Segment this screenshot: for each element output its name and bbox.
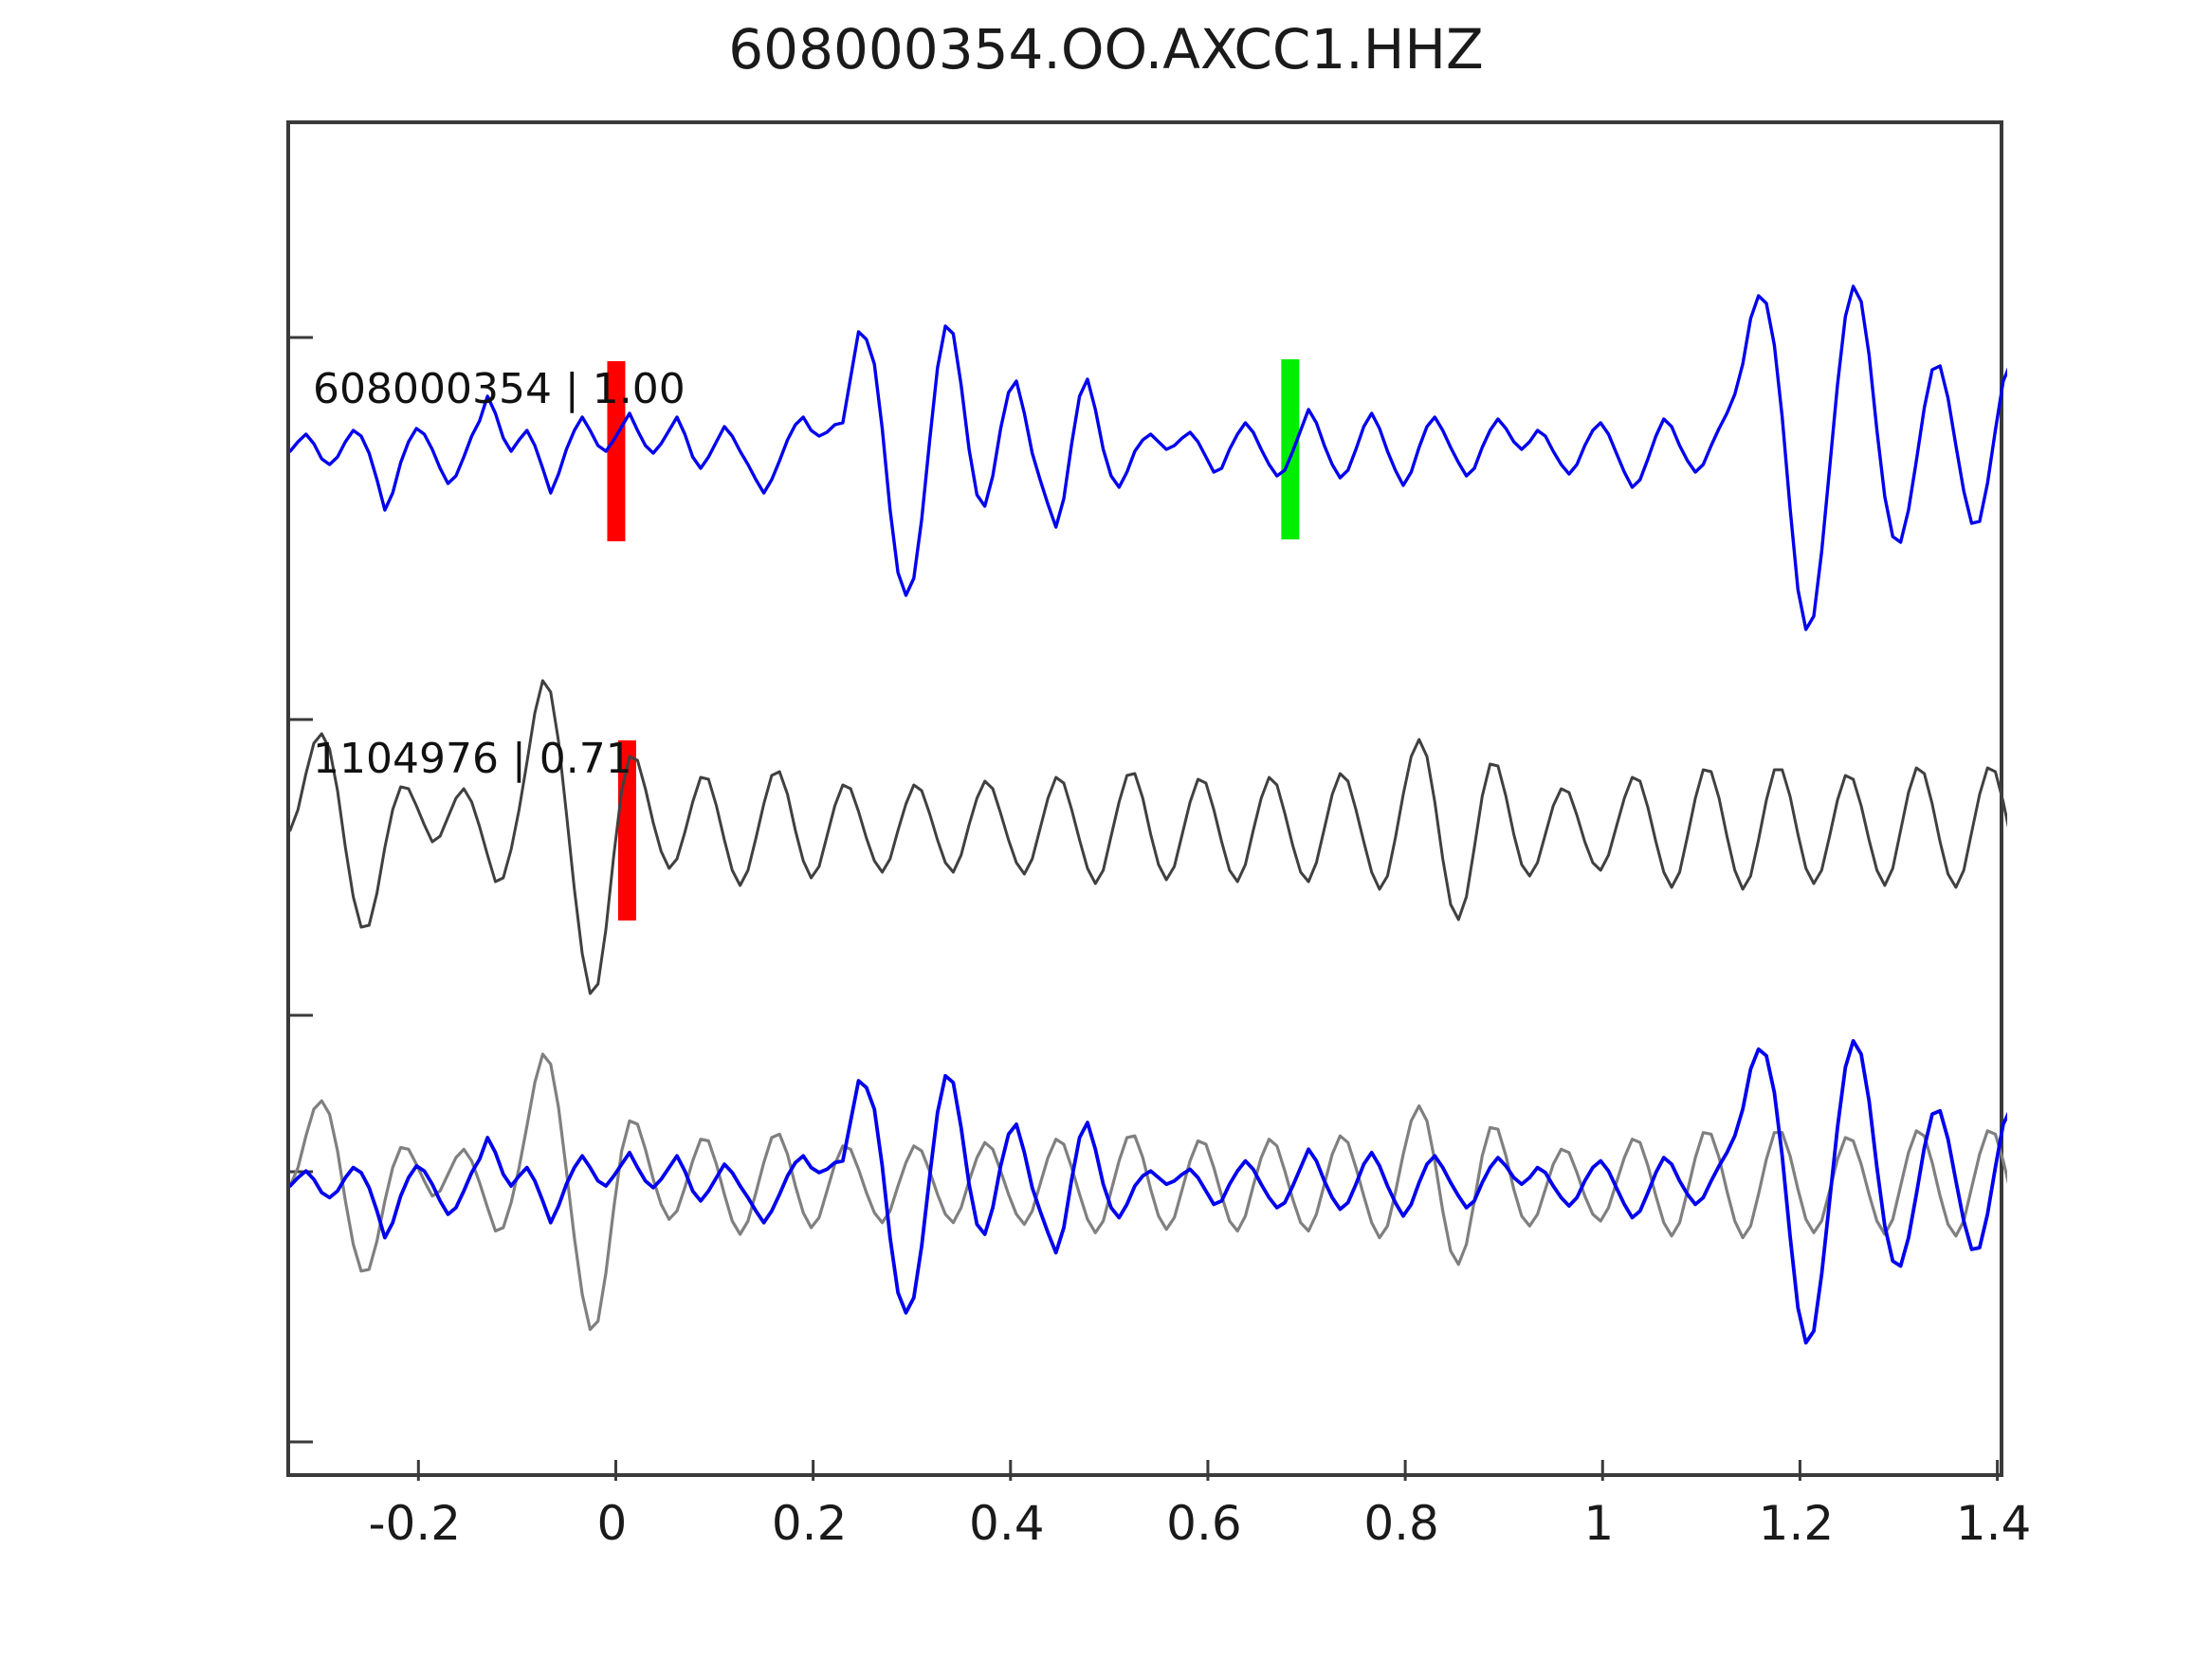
x-tick-label: 0 <box>596 1496 628 1551</box>
p-pick-marker-template <box>607 361 626 541</box>
plot-frame <box>286 120 2007 1481</box>
page-title: 608000354.OO.AXCC1.HHZ <box>728 17 1484 82</box>
x-tick-label: 0.2 <box>771 1496 848 1551</box>
x-tick-label: 1.4 <box>1955 1496 2032 1551</box>
x-tick-label: 0.6 <box>1166 1496 1242 1551</box>
waveform-overlay-detection <box>290 1052 2007 1331</box>
x-tick-label: 1 <box>1583 1496 1615 1551</box>
plot-svg <box>290 284 2007 1481</box>
x-tick-group <box>416 1460 2000 1481</box>
x-tick-label: 0.4 <box>969 1496 1045 1551</box>
waveform-overlay-template <box>290 1039 2007 1345</box>
s-pick-marker-template <box>1281 359 1300 539</box>
waveform-trace-detection <box>290 679 2007 995</box>
x-tick-label: -0.2 <box>368 1496 462 1551</box>
x-tick-label: 0.8 <box>1363 1496 1439 1551</box>
waveform-trace-template <box>290 284 2007 631</box>
x-tick-label: 1.2 <box>1758 1496 1835 1551</box>
y-tick-group <box>290 336 313 1444</box>
pick-marker-group <box>607 359 1300 921</box>
trace-label-detection: 1104976 | 0.71 <box>313 735 632 783</box>
trace-label-template: 608000354 | 1.00 <box>313 365 686 413</box>
